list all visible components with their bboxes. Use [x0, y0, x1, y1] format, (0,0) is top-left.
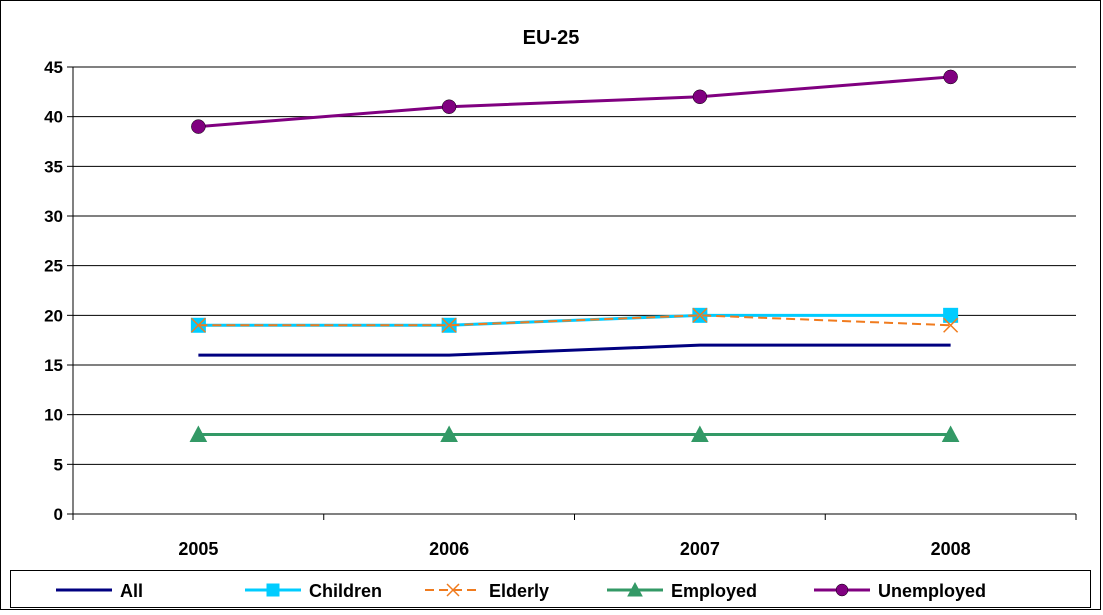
y-tick-label: 20 [44, 306, 63, 325]
legend-label: Unemployed [878, 581, 986, 601]
legend-item: All [56, 581, 143, 601]
y-tick-label: 40 [44, 108, 63, 127]
gridlines [73, 66, 1076, 465]
chart-title: EU-25 [523, 27, 580, 49]
marker-circle [191, 119, 206, 134]
marker-x-stroke [190, 317, 206, 333]
legend-item: Employed [607, 581, 757, 601]
marker-x [692, 307, 708, 323]
legend-label: Employed [671, 581, 757, 601]
series-elderly [190, 307, 959, 333]
x-tick-label: 2005 [178, 539, 218, 559]
marker-triangle [941, 425, 960, 443]
marker-x [190, 317, 206, 333]
marker-triangle [627, 581, 643, 597]
series-employed [189, 425, 960, 443]
y-tick-label: 5 [54, 455, 63, 474]
series-lines [189, 69, 960, 443]
legend: All Children Elderly Employed Unemployed [10, 570, 1091, 608]
marker-x-stroke [692, 307, 708, 323]
y-tick-label: 25 [44, 257, 63, 276]
x-tick-label: 2008 [931, 539, 971, 559]
marker-circle [835, 583, 849, 597]
marker-circle [943, 69, 958, 85]
marker-x [441, 317, 457, 333]
marker-square [266, 583, 280, 597]
marker-x [446, 583, 460, 597]
series-line [198, 75, 951, 129]
marker-x-stroke [446, 583, 460, 597]
y-tick-label: 10 [44, 406, 63, 425]
legend-item: Children [245, 581, 382, 601]
y-tick-label: 35 [44, 157, 63, 176]
legend-label: Children [309, 581, 382, 601]
y-tick-label: 30 [44, 207, 63, 226]
marker-triangle [691, 425, 709, 443]
legend-item: Unemployed [814, 581, 986, 601]
y-tick-label: 0 [54, 505, 63, 524]
legend-label: All [120, 581, 143, 601]
series-all [198, 343, 951, 357]
legend-item: Elderly [425, 581, 549, 601]
marker-square [943, 307, 959, 323]
marker-x [943, 317, 959, 333]
series-unemployed [191, 69, 958, 134]
series-line [198, 343, 951, 357]
marker-triangle [189, 425, 208, 443]
marker-circle [692, 89, 708, 105]
y-tick-label: 45 [44, 58, 63, 77]
legend-label: Elderly [489, 581, 549, 601]
marker-triangle [440, 425, 458, 443]
axes: 0 5 10 15 20 25 30 35 40 45 2005 2006 2007 2008 [44, 58, 1077, 559]
x-tick-label: 2006 [429, 539, 469, 559]
marker-x-stroke [441, 317, 457, 333]
x-tick-label: 2007 [680, 539, 720, 559]
marker-circle [441, 99, 457, 114]
series-line [198, 313, 951, 327]
y-tick-label: 15 [44, 356, 63, 375]
legend-box [10, 570, 1091, 608]
marker-x-stroke [943, 317, 959, 333]
